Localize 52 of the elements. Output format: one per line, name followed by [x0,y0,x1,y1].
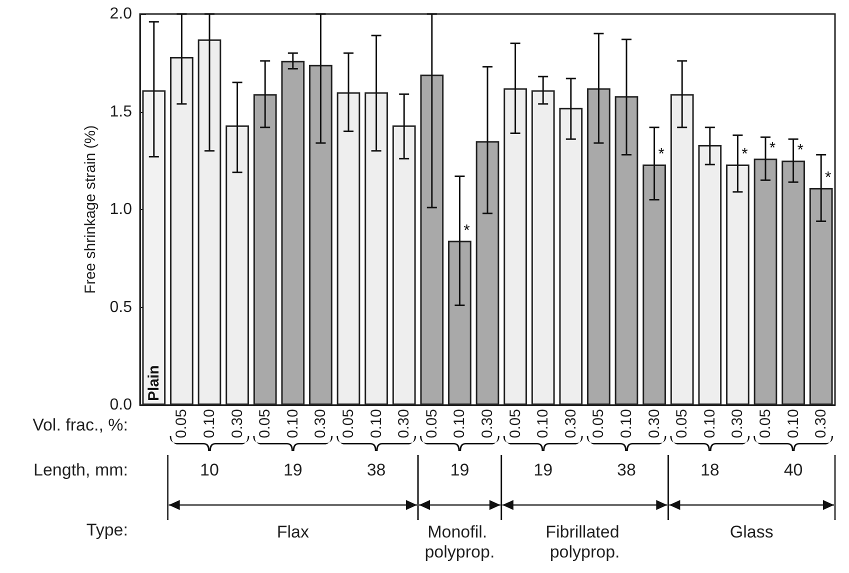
y-tick-label: 0.0 [110,396,132,414]
text: 18 [700,460,720,480]
x-tick-label: 0.30 [562,409,580,438]
x-tick-label: 0.10 [284,409,302,438]
x-tick-label: 0.30 [812,409,830,438]
x-tick-label: 0.10 [618,409,635,438]
y-tick-label: 2.0 [110,6,132,22]
x-tick-label: Plain [145,365,162,401]
text: 40 [784,460,803,480]
text: Glass [730,522,774,542]
x-tick-label: 0.10 [534,409,552,438]
x-tick-label: 0.05 [590,409,608,438]
data-label: * [797,142,804,160]
data-label: * [464,222,470,240]
text: Type: [86,520,128,540]
x-tick-label: 0.30 [646,409,663,438]
x-tick-label: 0.10 [451,409,468,438]
x-tick-label: 0.05 [506,409,524,438]
data-label: * [769,140,776,158]
x-tick-label: 0.05 [256,409,274,438]
text: 38 [366,460,386,480]
data-label: * [824,169,832,186]
y-axis-title: Free shrinkage strain (%) [82,125,99,294]
x-tick-label: 0.30 [312,409,330,438]
y-tick-label: 1.0 [110,201,132,218]
y-tick-label: 1.5 [110,103,132,120]
y-tick-label: 0.5 [110,298,132,316]
text: 19 [450,460,470,480]
x-tick-label: 0.05 [674,409,691,438]
x-tick-label: 0.10 [201,409,218,438]
text: Vol. frac., %: [32,416,128,434]
data-label: * [742,146,748,164]
text: Fibrillated polyprop. [546,522,624,562]
x-tick-label: 0.30 [228,409,246,438]
text: 38 [617,460,636,480]
x-tick-label: 0.30 [396,409,413,438]
x-tick-label: 0.05 [423,409,440,438]
text: 19 [283,460,302,480]
x-tick-label: 0.05 [757,409,774,438]
data-label: * [658,146,664,164]
x-tick-label: 0.10 [368,409,385,438]
x-tick-label: 0.05 [173,409,190,438]
x-tick-label: 0.30 [479,409,496,438]
x-tick-label: 0.10 [784,409,802,438]
text: 10 [200,460,219,480]
x-tick-label: 0.05 [340,409,357,438]
text: Flax [276,522,310,542]
text: Monofil. polyprop. [424,522,495,562]
x-tick-label: 0.10 [701,409,718,438]
text: 19 [534,460,553,480]
x-tick-label: 0.30 [729,409,746,438]
text: Length, mm: [34,460,128,480]
